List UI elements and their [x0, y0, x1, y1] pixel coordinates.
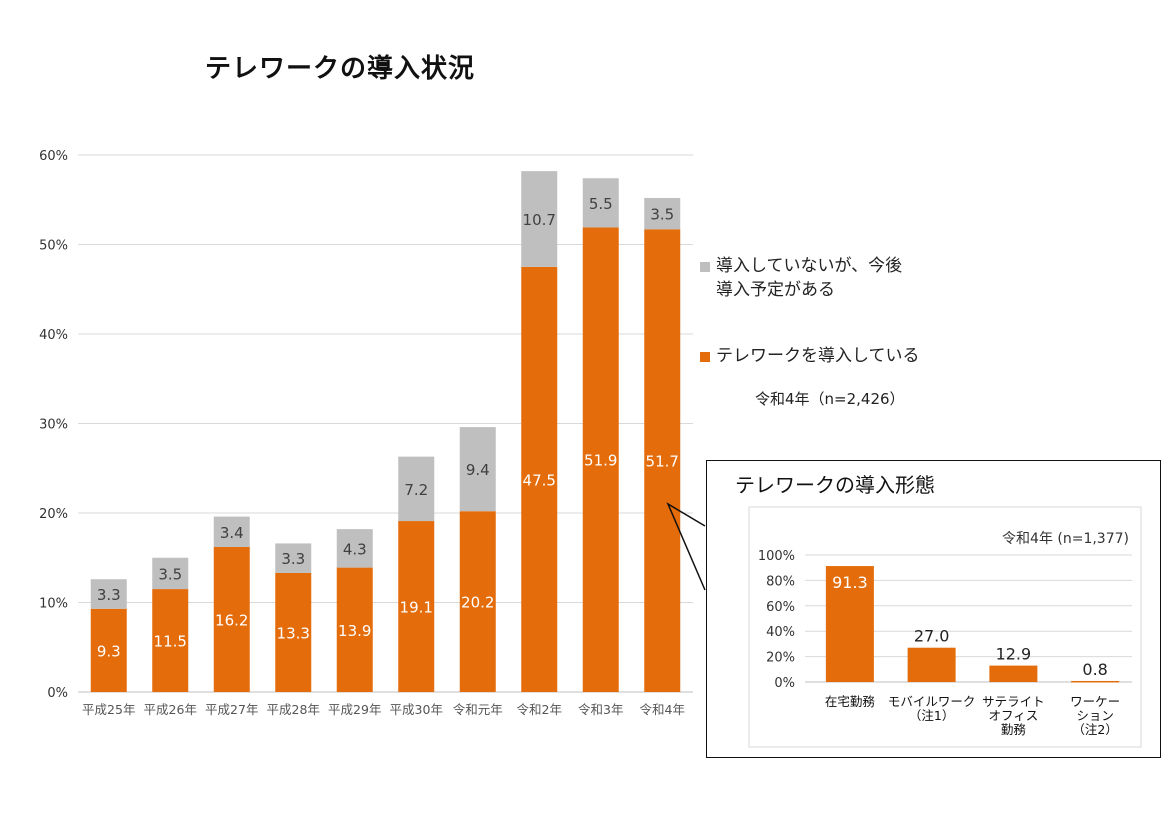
- inset-x-tick-label: 在宅勤務: [825, 694, 876, 709]
- bar-planned: [336, 529, 373, 568]
- data-label-planned: 3.3: [97, 586, 121, 604]
- bar-introduced: [275, 572, 312, 692]
- bar-planned: [398, 456, 435, 522]
- inset-x-tick-label: ワーケーション（注2）: [1070, 694, 1120, 737]
- bar-planned: [521, 171, 558, 267]
- inset-panel: テレワークの導入形態 令和4年 (n=1,377) 0% 20% 40% 60% 80% 1…: [706, 460, 1161, 758]
- inset-data-label: 27.0: [914, 627, 950, 646]
- x-tick-label: 令和元年: [453, 702, 503, 717]
- inset-plot-frame: [748, 506, 1142, 748]
- bar-planned: [152, 557, 189, 590]
- inset-y-tick-label: 40%: [766, 625, 795, 640]
- inset-data-label: 12.9: [996, 645, 1032, 664]
- x-tick-label: 平成25年: [82, 702, 135, 717]
- inset-y-tick-label: 60%: [766, 600, 795, 615]
- bar-introduced: [582, 227, 619, 692]
- data-label-planned: 10.7: [523, 211, 556, 229]
- inset-y-tick-label: 100%: [758, 549, 795, 564]
- data-label-introduced: 20.2: [461, 594, 494, 612]
- inset-bar: [1071, 680, 1120, 683]
- x-tick-label: 平成28年: [267, 702, 320, 717]
- y-tick-label: 50%: [39, 239, 68, 254]
- x-tick-label: 平成30年: [390, 702, 443, 717]
- bar-introduced: [90, 608, 127, 692]
- bar-planned: [459, 427, 496, 512]
- x-tick-label: 平成26年: [144, 702, 197, 717]
- data-label-introduced: 51.7: [646, 453, 679, 471]
- inset-title: テレワークの導入形態: [735, 473, 935, 497]
- data-label-introduced: 51.9: [584, 452, 617, 470]
- inset-y-tick-label: 0%: [774, 676, 795, 691]
- bar-introduced: [213, 547, 250, 692]
- legend-label-introduced: テレワークを導入している: [716, 346, 920, 366]
- inset-data-label: 91.3: [832, 573, 868, 592]
- y-tick-label: 0%: [47, 686, 68, 701]
- inset-bar: [907, 647, 956, 682]
- data-label-planned: 3.5: [650, 206, 674, 224]
- x-tick-label: 平成27年: [205, 702, 258, 717]
- legend-swatch-planned: [700, 262, 710, 272]
- bar-introduced: [152, 589, 189, 692]
- inset-y-tick-label: 20%: [766, 651, 795, 666]
- bar-planned: [213, 516, 250, 548]
- data-label-introduced: 47.5: [523, 471, 556, 489]
- data-label-planned: 9.4: [466, 461, 490, 479]
- data-label-introduced: 16.2: [215, 612, 248, 630]
- data-label-planned: 3.5: [158, 565, 182, 583]
- inset-y-tick-label: 80%: [766, 574, 795, 589]
- x-tick-label: 平成29年: [328, 702, 381, 717]
- data-label-introduced: 11.5: [154, 633, 187, 651]
- bar-planned: [582, 178, 619, 228]
- bar-planned: [275, 543, 312, 573]
- inset-bar: [825, 566, 874, 682]
- data-label-planned: 7.2: [404, 481, 428, 499]
- inset-note: 令和4年 (n=1,377): [1002, 531, 1129, 547]
- data-label-planned: 4.3: [343, 540, 367, 558]
- bar-planned: [90, 579, 127, 609]
- y-tick-label: 30%: [39, 418, 68, 433]
- data-label-planned: 3.3: [281, 550, 305, 568]
- bar-introduced: [521, 266, 558, 692]
- bar-introduced: [644, 229, 681, 692]
- bar-introduced: [398, 521, 435, 692]
- callout-pointer: [666, 502, 706, 591]
- inset-bar: [989, 665, 1038, 682]
- inset-bar-chart: 令和4年 (n=1,377) 0% 20% 40% 60% 80% 100% 91.3 在宅勤務…: [748, 506, 1142, 748]
- bar-introduced: [459, 511, 496, 692]
- bar-planned: [644, 197, 681, 230]
- inset-x-tick-label: モバイルワーク（注1）: [888, 694, 976, 723]
- data-label-introduced: 19.1: [400, 599, 433, 617]
- data-label-planned: 3.4: [220, 524, 244, 542]
- y-tick-label: 60%: [39, 149, 68, 164]
- inset-x-tick-label: サテライトオフィス勤務: [982, 694, 1045, 737]
- legend-label-planned: 導入していないが、今後 導入予定がある: [716, 256, 903, 300]
- x-tick-label: 令和4年: [640, 702, 685, 717]
- chart-title: テレワークの導入状況: [205, 54, 476, 84]
- data-label-introduced: 13.9: [338, 622, 371, 640]
- legend-note: 令和4年（n=2,426）: [755, 390, 905, 408]
- y-tick-label: 10%: [39, 597, 68, 612]
- legend-swatch-introduced: [700, 352, 710, 362]
- y-tick-label: 40%: [39, 328, 68, 343]
- x-tick-label: 令和3年: [578, 702, 623, 717]
- y-tick-label: 20%: [39, 507, 68, 522]
- data-label-planned: 5.5: [589, 195, 613, 213]
- inset-data-label: 0.8: [1082, 660, 1107, 679]
- data-label-introduced: 13.3: [277, 624, 310, 642]
- data-label-introduced: 9.3: [97, 642, 121, 660]
- x-tick-label: 令和2年: [517, 702, 562, 717]
- bar-introduced: [336, 567, 373, 692]
